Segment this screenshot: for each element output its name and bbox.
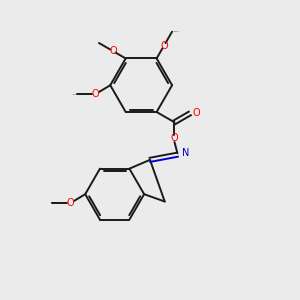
Text: methoxy: methoxy — [174, 30, 180, 32]
Text: O: O — [67, 198, 74, 208]
Text: O: O — [92, 89, 99, 99]
Text: O: O — [109, 46, 117, 56]
Text: O: O — [171, 134, 178, 143]
Text: methoxy: methoxy — [51, 202, 58, 203]
Text: O: O — [193, 109, 200, 118]
Text: O: O — [160, 41, 168, 51]
Text: N: N — [182, 148, 189, 158]
Text: methoxy: methoxy — [73, 93, 80, 95]
